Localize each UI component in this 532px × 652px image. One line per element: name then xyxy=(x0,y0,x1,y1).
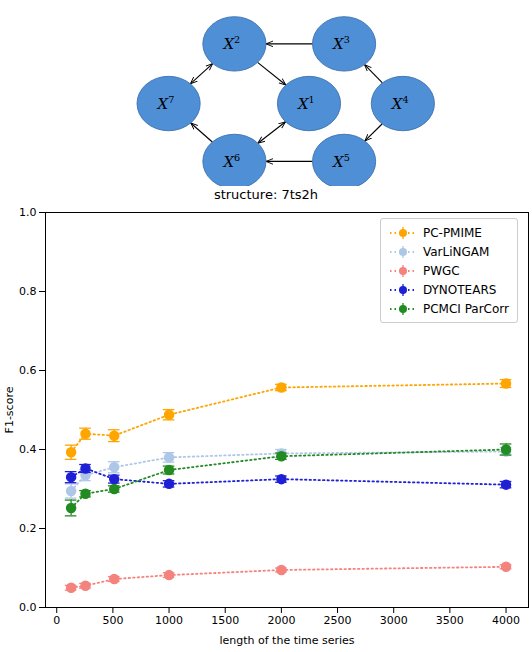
svg-text:3500: 3500 xyxy=(436,614,464,627)
svg-text:1500: 1500 xyxy=(211,614,239,627)
svg-text:2500: 2500 xyxy=(324,614,352,627)
html-text:DYNOTEARS: DYNOTEARS xyxy=(422,282,497,297)
html-text:PCMCI ParCorr: PCMCI ParCorr xyxy=(422,301,509,316)
html-text:PC-PMIME: PC-PMIME xyxy=(422,225,482,240)
svg-text:X2: X2 xyxy=(222,34,240,53)
svg-text:1000: 1000 xyxy=(155,614,183,627)
svg-text:0.0: 0.0 xyxy=(19,601,37,614)
svg-text:X3: X3 xyxy=(332,34,350,53)
svg-text:X5: X5 xyxy=(332,152,350,171)
svg-text:4000: 4000 xyxy=(492,614,520,627)
svg-text:0.4: 0.4 xyxy=(19,443,37,456)
svg-text:2000: 2000 xyxy=(267,614,295,627)
svg-text:F1-score: F1-score xyxy=(3,386,16,433)
svg-text:0: 0 xyxy=(53,614,60,627)
svg-text:3000: 3000 xyxy=(380,614,408,627)
svg-text:length of the time series: length of the time series xyxy=(219,634,354,647)
svg-text:0.2: 0.2 xyxy=(19,522,37,535)
svg-text:X7: X7 xyxy=(157,94,175,113)
svg-text:X6: X6 xyxy=(222,152,240,171)
svg-text:500: 500 xyxy=(102,614,123,627)
svg-text:X4: X4 xyxy=(391,94,409,113)
svg-text:0.8: 0.8 xyxy=(19,285,37,298)
svg-text:0.6: 0.6 xyxy=(19,364,37,377)
html-text:VarLiNGAM: VarLiNGAM xyxy=(422,244,490,259)
svg-text:1.0: 1.0 xyxy=(19,206,37,219)
html-text:PWGC: PWGC xyxy=(422,263,460,278)
svg-text:X1: X1 xyxy=(297,94,315,113)
html-text:structure: 7ts2h: structure: 7ts2h xyxy=(213,187,319,202)
